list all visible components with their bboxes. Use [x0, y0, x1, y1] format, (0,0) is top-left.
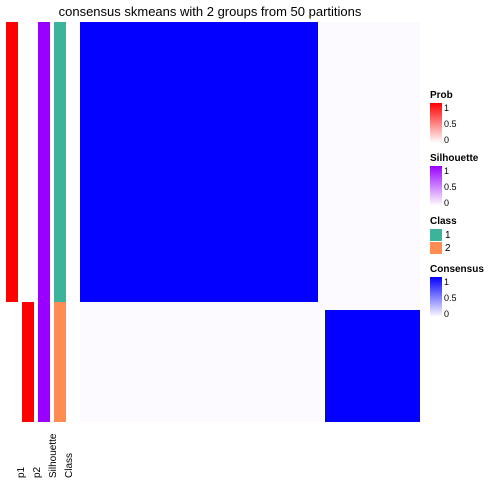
anno-label: Silhouette [48, 466, 59, 478]
anno-label: Class [64, 466, 75, 478]
anno-label: p1 [16, 466, 27, 478]
consensus-heatmap [80, 22, 420, 422]
legends: Prob10.50 Silhouette10.50 Class12 Consensus… [430, 90, 498, 327]
annotation-labels: p1p2SilhouetteClass [6, 426, 66, 437]
legend-silhouette: Silhouette10.50 [430, 153, 498, 206]
page-title: consensus skmeans with 2 groups from 50 … [0, 4, 420, 19]
anno-col-silhouette [38, 22, 50, 422]
legend-prob: Prob10.50 [430, 90, 498, 143]
anno-col-p1 [6, 22, 18, 422]
anno-col-p2 [22, 22, 34, 422]
anno-label: p2 [32, 466, 43, 478]
annotation-columns [6, 22, 66, 422]
legend-consensus: Consensus10.50 [430, 264, 498, 317]
anno-col-class [54, 22, 66, 422]
legend-class: Class12 [430, 216, 498, 254]
